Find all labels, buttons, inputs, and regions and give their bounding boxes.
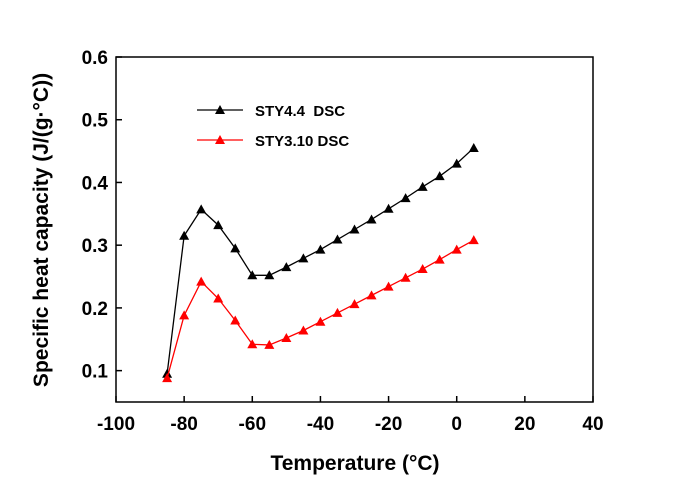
data-point (315, 316, 326, 326)
data-point (417, 181, 428, 191)
data-point (332, 307, 343, 317)
data-point (383, 281, 394, 291)
plot-frame (115, 56, 594, 403)
x-tick-label: 0 (451, 414, 462, 435)
series-line (166, 239, 475, 379)
data-point (196, 276, 207, 286)
legend-label: STY3.10 DSC (255, 133, 349, 150)
data-point (434, 171, 445, 181)
data-point (247, 270, 258, 280)
legend-marker (215, 105, 225, 114)
data-point (417, 264, 428, 274)
data-point (383, 203, 394, 213)
data-point (451, 244, 462, 254)
data-point (315, 244, 326, 254)
data-point (230, 243, 241, 253)
data-point (281, 262, 292, 272)
data-point (298, 325, 309, 335)
data-point (366, 290, 377, 300)
legend-label: STY4.4 DSC (255, 103, 345, 120)
data-point (366, 214, 377, 224)
data-point (247, 339, 258, 349)
x-tick-label: 40 (582, 414, 603, 435)
data-point (264, 339, 275, 349)
data-point (213, 293, 224, 303)
data-point (264, 270, 275, 280)
data-point (298, 253, 309, 263)
legend-marker (215, 135, 225, 144)
y-tick-label: 0.3 (82, 236, 108, 257)
data-point (400, 193, 411, 203)
y-tick-label: 0.4 (82, 173, 109, 194)
data-point (468, 142, 479, 152)
x-tick-label: -40 (307, 414, 334, 435)
data-point (332, 234, 343, 244)
data-point (162, 373, 173, 383)
x-tick-label: 20 (514, 414, 535, 435)
data-point (349, 299, 360, 309)
y-tick-label: 0.2 (82, 299, 108, 320)
data-point (451, 158, 462, 168)
data-point (213, 220, 224, 230)
y-axis-title: Specific heat capacity (J/(g·°C)) (30, 73, 53, 387)
data-point (434, 254, 445, 264)
x-tick-label: -20 (375, 414, 402, 435)
y-tick-label: 0.6 (82, 48, 108, 69)
data-point (400, 272, 411, 282)
data-point (230, 315, 241, 325)
x-tick-label: -100 (97, 414, 135, 435)
data-point (468, 235, 479, 245)
data-point (349, 224, 360, 234)
y-tick-label: 0.1 (82, 362, 109, 383)
x-tick-label: -60 (239, 414, 266, 435)
data-point (281, 333, 292, 343)
data-point (196, 204, 207, 214)
x-axis-title: Temperature (°C) (270, 452, 439, 475)
x-tick-label: -80 (170, 414, 197, 435)
data-point (179, 230, 190, 240)
series-line (166, 147, 475, 374)
y-tick-label: 0.5 (82, 111, 109, 132)
data-point (179, 310, 190, 320)
